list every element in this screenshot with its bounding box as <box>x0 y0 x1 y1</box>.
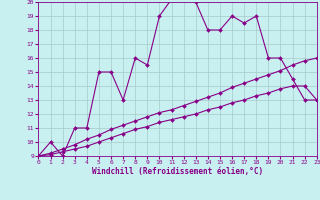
X-axis label: Windchill (Refroidissement éolien,°C): Windchill (Refroidissement éolien,°C) <box>92 167 263 176</box>
